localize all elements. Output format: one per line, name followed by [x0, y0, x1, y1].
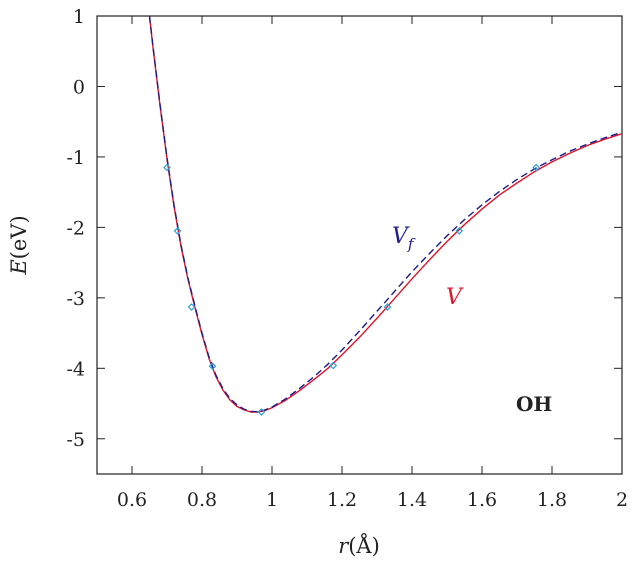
x-tick-label: 1: [266, 489, 278, 511]
x-tick-label: 1.2: [327, 489, 357, 511]
curves: [148, 15, 623, 413]
x-tick-label: 1.4: [397, 489, 427, 511]
x-tick-label: 1.8: [537, 489, 567, 511]
x-tick-label: 1.6: [467, 489, 497, 511]
plot-frame: [96, 15, 623, 475]
x-ticks: 0.6 0.8 1 1.2 1.4 1.6 1.8 2: [117, 16, 628, 511]
y-tick-label: 0: [73, 76, 85, 98]
data-marker: [383, 303, 392, 311]
data-marker: [173, 227, 182, 235]
y-tick-label: -3: [66, 288, 85, 310]
y-tick-label: 1: [73, 6, 85, 28]
data-marker: [532, 163, 541, 172]
markers: [163, 163, 541, 416]
series-line-v-f: [148, 15, 623, 413]
y-tick-label: -1: [66, 147, 85, 169]
data-marker: [187, 303, 196, 311]
series-label-v: V: [446, 285, 464, 310]
series-label-vf: Vf: [392, 224, 416, 253]
x-tick-label: 0.8: [187, 489, 217, 511]
y-axis-label: E(eV): [7, 215, 31, 275]
y-ticks: 1 0 -1 -2 -3 -4 -5: [66, 6, 622, 451]
data-marker: [455, 227, 464, 235]
data-marker: [208, 362, 217, 371]
data-marker: [329, 361, 338, 370]
x-tick-label: 2: [616, 489, 628, 511]
molecule-annotation: OH: [516, 392, 552, 416]
series-line-v: [148, 15, 623, 413]
y-tick-label: -4: [66, 358, 85, 380]
x-axis-label: r(Å): [338, 533, 380, 558]
data-marker: [257, 408, 266, 416]
x-tick-label: 0.6: [117, 489, 147, 511]
y-tick-label: -5: [66, 429, 85, 451]
y-tick-label: -2: [66, 217, 85, 239]
data-marker: [163, 163, 171, 172]
